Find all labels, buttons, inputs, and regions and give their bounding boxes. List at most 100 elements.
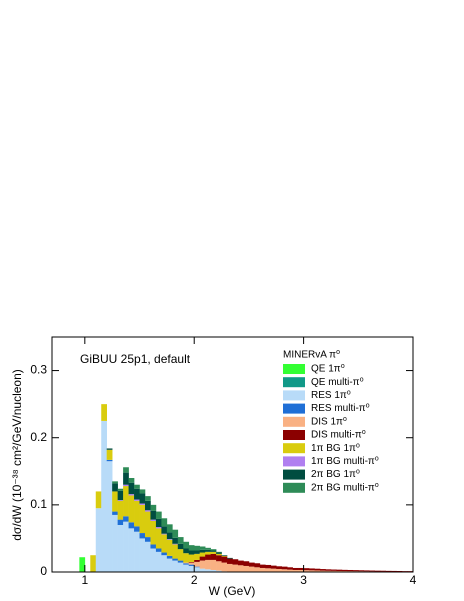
bar-segment	[336, 569, 343, 571]
bar-segment	[309, 570, 315, 572]
bar-segment	[155, 518, 162, 528]
bar-segment	[172, 558, 179, 561]
legend-label: 1π BG 1π⁰	[311, 443, 360, 454]
bar-segment	[248, 566, 255, 572]
bar-segment	[128, 494, 135, 496]
bar-segment	[194, 553, 200, 560]
y-tick-label: 0.3	[30, 363, 47, 377]
bar-segment	[210, 550, 217, 552]
bar-segment	[320, 570, 326, 572]
x-tick-label: 3	[300, 573, 307, 587]
legend-swatch	[283, 416, 305, 427]
bar-segment	[150, 519, 157, 521]
bar-segment	[243, 561, 250, 566]
annotation: GiBUU 25p1, default	[80, 352, 191, 366]
bar-segment	[166, 558, 173, 572]
bar-segment	[314, 568, 321, 571]
y-tick-label: 0	[40, 564, 47, 578]
bar-segment	[166, 539, 173, 556]
legend-label: 1π BG multi-π⁰	[311, 456, 379, 467]
bar-segment	[188, 565, 195, 572]
bar-segment	[188, 545, 195, 551]
bar-segment	[128, 478, 135, 483]
bar-segment	[259, 564, 266, 568]
bar-segment	[188, 554, 195, 562]
legend-swatch	[283, 390, 305, 401]
bar-segment	[270, 565, 277, 569]
legend-swatch	[283, 469, 305, 480]
bar-segment	[281, 569, 288, 572]
bar-segment	[106, 449, 113, 460]
bar-segment	[117, 519, 124, 525]
legend-swatch	[283, 403, 305, 414]
bar-segment	[134, 531, 140, 572]
bar-segment	[358, 570, 365, 572]
bar-segment	[101, 404, 107, 421]
bar-segment	[155, 548, 162, 552]
y-tick-label: 0.2	[30, 430, 47, 444]
bar-segment	[139, 533, 146, 539]
bar-segment	[188, 561, 195, 563]
bar-segment	[385, 570, 392, 572]
legend-swatch	[283, 430, 305, 440]
bar-segment	[106, 448, 113, 450]
bar-segment	[139, 538, 146, 572]
bar-segment	[205, 559, 211, 570]
bar-segment	[183, 548, 190, 554]
legend-label: DIS 1π⁰	[311, 416, 347, 427]
bar-segment	[194, 545, 200, 551]
bar-segment	[177, 560, 184, 563]
bar-segment	[292, 569, 299, 572]
bar-segment	[199, 560, 206, 569]
bar-segment	[216, 551, 222, 553]
bar-segment	[205, 551, 211, 555]
bar-segment	[183, 553, 190, 563]
legend-label: 2π BG 1π⁰	[311, 469, 360, 480]
legend-title: MINERvA π⁰	[283, 350, 340, 361]
bar-segment	[210, 569, 217, 572]
legend-swatch	[283, 482, 305, 493]
bar-segment	[161, 555, 168, 572]
bar-segment	[139, 504, 146, 534]
x-tick-label: 1	[81, 573, 88, 587]
bar-segment	[150, 510, 157, 520]
bar-segment	[320, 569, 326, 571]
bar-segment	[144, 537, 151, 542]
bar-segment	[106, 461, 113, 572]
bar-segment	[117, 500, 124, 501]
bar-segment	[265, 568, 272, 572]
bar-segment	[177, 543, 184, 550]
bar-segment	[139, 489, 146, 494]
bar-segment	[117, 490, 124, 501]
axes-frame	[51, 336, 414, 573]
bar-segment	[341, 569, 348, 572]
bar-segment	[188, 564, 195, 566]
bar-segment	[134, 499, 140, 501]
bar-segment	[128, 482, 135, 495]
bar-segment	[134, 500, 140, 527]
bar-segment	[237, 560, 244, 566]
legend-swatch	[283, 364, 305, 374]
bar-segment	[123, 516, 129, 522]
bar-segment	[150, 548, 157, 572]
legend-label: RES multi-π⁰	[311, 403, 370, 414]
bar-segment	[292, 567, 299, 570]
bar-segment	[194, 559, 200, 562]
bar-segment	[166, 532, 173, 540]
bar-segment	[374, 570, 381, 572]
bar-segment	[347, 569, 354, 572]
bar-segment	[112, 491, 118, 512]
bar-segment	[144, 500, 151, 511]
bar-segment	[177, 537, 184, 544]
bar-segment	[205, 554, 211, 560]
bar-segment	[221, 556, 228, 563]
bar-segment	[128, 495, 135, 523]
legend-label: DIS multi-π⁰	[311, 430, 366, 441]
bar-segment	[161, 534, 168, 553]
bar-segment	[205, 549, 211, 552]
bar-segment	[402, 571, 408, 572]
bar-segment	[210, 549, 217, 551]
bar-segment	[150, 544, 157, 549]
bar-segment	[139, 503, 146, 505]
